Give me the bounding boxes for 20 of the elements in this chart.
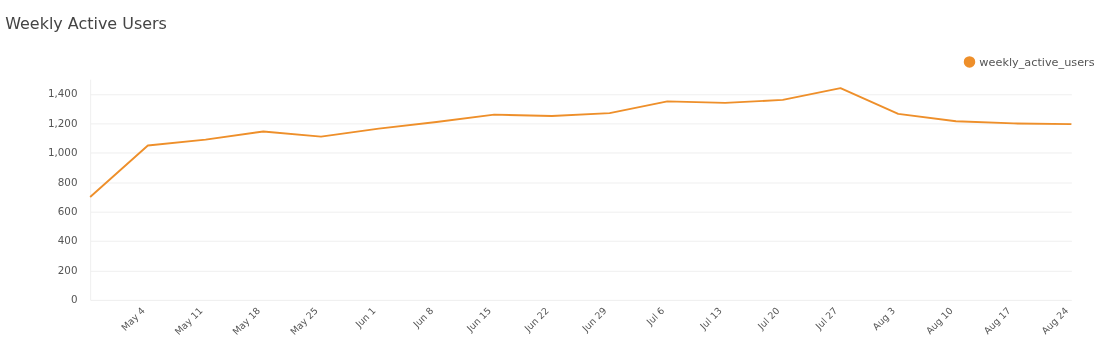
y-tick-label: 0 bbox=[70, 293, 78, 306]
x-tick-label: Jul 20 bbox=[754, 304, 782, 333]
x-tick-label: Jun 29 bbox=[579, 304, 609, 335]
x-tick-label: Jun 15 bbox=[463, 304, 494, 335]
chart-title: Weekly Active Users bbox=[5, 13, 167, 33]
y-tick-label: 1,400 bbox=[47, 87, 78, 100]
x-tick-label: Jun 22 bbox=[521, 304, 551, 335]
x-tick-label: Jun 8 bbox=[410, 304, 436, 331]
x-tick-label: Jul 27 bbox=[812, 304, 840, 333]
y-tick-label: 1,000 bbox=[47, 146, 78, 159]
legend-label: weekly_active_users bbox=[979, 55, 1095, 69]
y-tick-label: 200 bbox=[57, 263, 78, 276]
x-tick-label: Jul 13 bbox=[696, 304, 725, 333]
y-tick-label: 600 bbox=[57, 204, 78, 217]
y-tick-label: 400 bbox=[57, 234, 78, 247]
line-series bbox=[89, 87, 1073, 198]
y-tick-label: 1,200 bbox=[47, 116, 78, 129]
x-tick-label: Jun 1 bbox=[352, 304, 378, 331]
x-tick-label: Jul 6 bbox=[643, 304, 667, 328]
y-tick-label: 800 bbox=[57, 175, 78, 188]
